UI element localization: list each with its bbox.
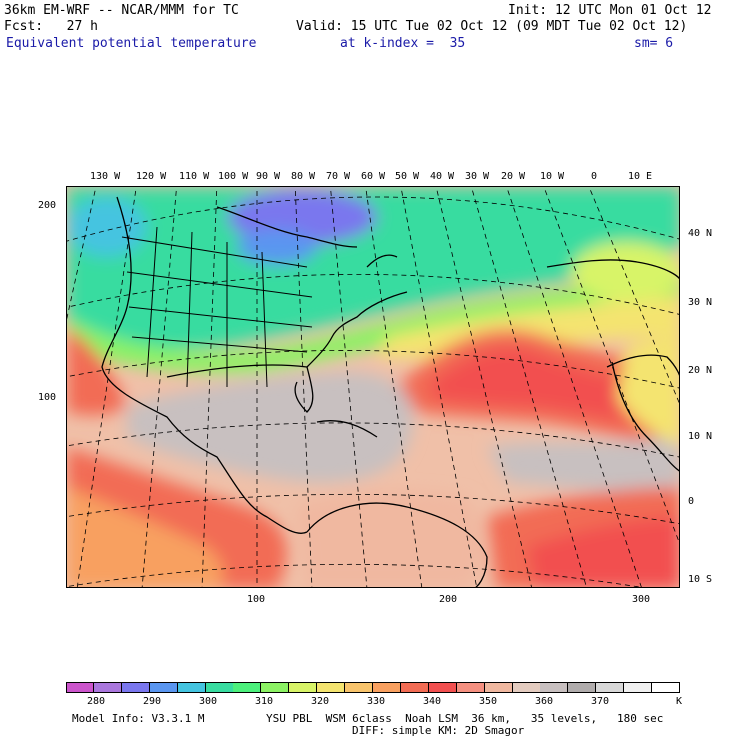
lat-label: 20 N bbox=[688, 365, 713, 376]
colorbar-label: 360 bbox=[535, 696, 554, 707]
lat-label: 10 S bbox=[688, 574, 713, 585]
pacific-warmer bbox=[67, 487, 224, 587]
lat-label: 0 bbox=[688, 496, 695, 507]
lon-label: 130 W bbox=[90, 171, 121, 182]
lon-label: 120 W bbox=[136, 171, 167, 182]
lon-label: 110 W bbox=[179, 171, 210, 182]
init-time: Init: 12 UTC Mon 01 Oct 12 bbox=[508, 3, 712, 18]
model-title: 36km EM-WRF -- NCAR/MMM for TC bbox=[4, 3, 239, 18]
lon-label: 10 W bbox=[540, 171, 565, 182]
africa-field bbox=[617, 337, 679, 447]
colorbar-label: 370 bbox=[591, 696, 610, 707]
colorbar-swatch bbox=[66, 682, 94, 693]
colorbar-label: 330 bbox=[367, 696, 386, 707]
lon-label: 30 W bbox=[465, 171, 490, 182]
cold-region bbox=[67, 187, 679, 349]
grid-x-label: 200 bbox=[439, 594, 458, 605]
lon-label: 90 W bbox=[256, 171, 281, 182]
colorbar-swatch bbox=[428, 682, 457, 693]
lon-label: 20 W bbox=[501, 171, 526, 182]
model-info: Model Info: V3.3.1 M bbox=[72, 712, 205, 725]
cold-pocket-edge bbox=[237, 229, 317, 265]
colorbar-label: 310 bbox=[255, 696, 274, 707]
grid-x-label: 300 bbox=[632, 594, 651, 605]
diffusion-info: DIFF: simple KM: 2D Smagor bbox=[352, 724, 525, 737]
colorbar-label: 290 bbox=[143, 696, 162, 707]
map-panel bbox=[66, 186, 680, 588]
south-america-field bbox=[297, 490, 482, 587]
colorbar-swatch bbox=[345, 682, 374, 693]
atlantic-plume-core bbox=[427, 348, 667, 427]
colorbar-label: 350 bbox=[479, 696, 498, 707]
colorbar-label: 340 bbox=[423, 696, 442, 707]
lon-label: 40 W bbox=[430, 171, 455, 182]
lon-label: 0 bbox=[591, 171, 598, 182]
colorbar-swatch bbox=[484, 682, 513, 693]
colorbar-swatch bbox=[568, 682, 597, 693]
colorbar-label: 320 bbox=[311, 696, 330, 707]
grid-y-label: 200 bbox=[38, 200, 57, 211]
lat-label: 10 N bbox=[688, 431, 713, 442]
colorbar-unit: K bbox=[676, 696, 683, 707]
smoothing-label: sm= 6 bbox=[634, 36, 674, 51]
physics-info: YSU PBL WSM 6class Noah LSM 36 km, 35 le… bbox=[266, 712, 664, 725]
colorbar-swatch bbox=[177, 682, 206, 693]
lat-label: 30 N bbox=[688, 297, 713, 308]
colorbar-swatch bbox=[540, 682, 569, 693]
colorbar-swatch bbox=[205, 682, 234, 693]
colorbar-swatch bbox=[400, 682, 429, 693]
europe-field bbox=[572, 242, 679, 302]
colorbar-label: 300 bbox=[199, 696, 218, 707]
lon-label: 70 W bbox=[326, 171, 351, 182]
colorbar-swatch bbox=[233, 682, 262, 693]
colorbar-swatch bbox=[317, 682, 346, 693]
lon-label: 80 W bbox=[291, 171, 316, 182]
cool-band bbox=[67, 267, 679, 374]
lon-label: 10 E bbox=[628, 171, 653, 182]
colorbar-swatch bbox=[93, 682, 122, 693]
colorbar-swatch bbox=[261, 682, 290, 693]
warm-yellow-band bbox=[377, 295, 679, 358]
gray-subtropics bbox=[127, 371, 414, 483]
colorbar-swatch bbox=[289, 682, 318, 693]
theta-e-field bbox=[67, 187, 679, 587]
colorbar-swatch bbox=[652, 682, 681, 693]
state-borders bbox=[121, 226, 313, 388]
colorbar-swatch bbox=[596, 682, 625, 693]
grid-y-label: 100 bbox=[38, 392, 57, 403]
forecast-hour: Fcst: 27 h bbox=[4, 19, 98, 34]
lon-label: 50 W bbox=[395, 171, 420, 182]
colorbar-label: 280 bbox=[87, 696, 106, 707]
coastlines bbox=[101, 196, 679, 587]
field-name: Equivalent potential temperature bbox=[6, 36, 257, 51]
graticule bbox=[67, 187, 679, 587]
colorbar-swatch bbox=[456, 682, 485, 693]
level-label: at k-index = 35 bbox=[340, 36, 466, 51]
grid-x-label: 100 bbox=[247, 594, 266, 605]
lon-label: 100 W bbox=[218, 171, 249, 182]
colorbar-swatch bbox=[373, 682, 401, 693]
colorbar-swatch bbox=[149, 682, 178, 693]
colorbar-swatch bbox=[121, 682, 150, 693]
nw-cool-area bbox=[67, 197, 147, 257]
south-atlantic-hot bbox=[527, 517, 679, 587]
lat-label: 40 N bbox=[688, 228, 713, 239]
colorbar-swatch bbox=[624, 682, 653, 693]
valid-time: Valid: 15 UTC Tue 02 Oct 12 (09 MDT Tue … bbox=[296, 19, 688, 34]
gray-east bbox=[487, 437, 679, 492]
lon-label: 60 W bbox=[361, 171, 386, 182]
colorbar-swatch bbox=[512, 682, 541, 693]
